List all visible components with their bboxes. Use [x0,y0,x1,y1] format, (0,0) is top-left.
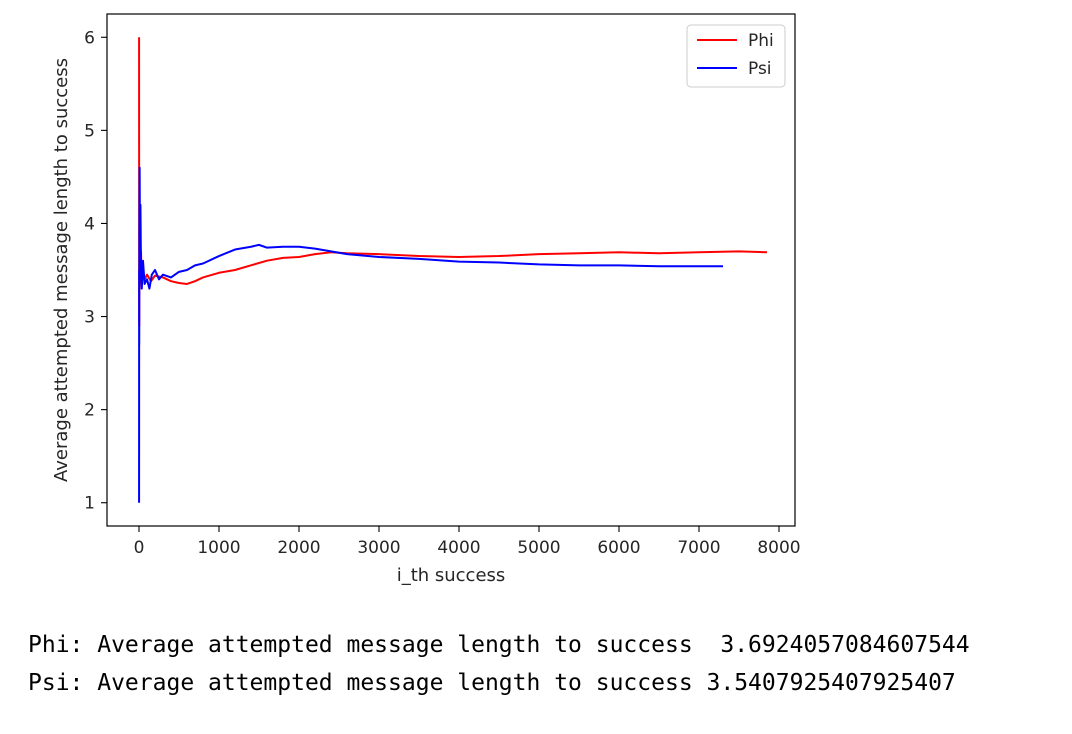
x-tick-label: 2000 [277,538,320,558]
y-tick-label: 4 [84,214,95,234]
plot-frame [106,13,796,527]
legend-phi-label: Phi [748,31,774,51]
output-line-phi: Phi: Average attempted message length to… [28,632,970,658]
x-tick-label: 3000 [357,538,400,558]
series-line-psi [138,166,723,503]
x-axis-label: i_th success [397,565,506,586]
x-tick-label: 6000 [597,538,640,558]
legend-psi-label: Psi [748,59,772,79]
y-axis-label: Average attempted message length to succ… [51,58,72,482]
x-tick-label: 0 [134,538,145,558]
y-ticks: 1 2 3 4 5 6 [84,28,107,514]
x-tick-label: 4000 [437,538,480,558]
y-tick-label: 1 [84,494,95,514]
output-line-psi: Psi: Average attempted message length to… [28,670,956,696]
y-tick-label: 5 [84,121,95,141]
x-ticks: 0 1000 2000 3000 4000 5000 6000 7000 8000 [134,526,801,558]
x-tick-label: 8000 [757,538,800,558]
y-tick-label: 2 [84,401,95,421]
x-tick-label: 1000 [197,538,240,558]
series-layer [138,37,768,503]
legend: Phi Psi [686,24,786,88]
series-line-phi [138,37,768,327]
y-tick-label: 3 [84,308,95,328]
x-tick-label: 5000 [517,538,560,558]
line-chart: 0 1000 2000 3000 4000 5000 6000 7000 8000 1 2 3 4 5 6… [51,13,801,586]
x-tick-label: 7000 [677,538,720,558]
y-tick-label: 6 [84,28,95,48]
